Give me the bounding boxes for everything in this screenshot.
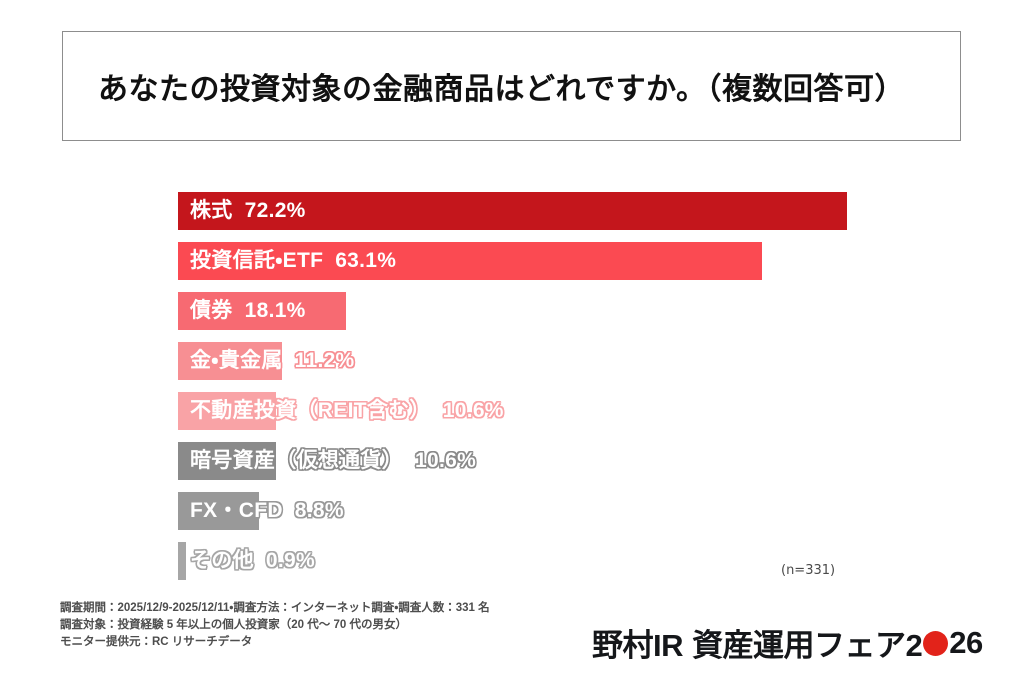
bar-fill bbox=[178, 292, 346, 330]
logo-text-nomura-ir: 野村IR bbox=[592, 628, 684, 663]
bar-value-label: 10.6% bbox=[442, 399, 504, 422]
logo-text-fair-2: 資産運用フェア2 bbox=[692, 628, 923, 663]
bar-row: 株式 72.2% bbox=[178, 192, 978, 230]
bar-label: 暗号資産（仮想通貨） 10.6% bbox=[190, 442, 476, 480]
bar-category-name: 暗号資産（仮想通貨） bbox=[190, 449, 403, 472]
bar-row: 不動産投資（REIT含む） 10.6% bbox=[178, 392, 978, 430]
bar-label: FX・CFD 8.8% bbox=[190, 492, 344, 530]
bar-category-name: FX・CFD bbox=[190, 499, 283, 522]
bar-row: 暗号資産（仮想通貨） 10.6% bbox=[178, 442, 978, 480]
bar-value-label: 11.2% bbox=[294, 349, 355, 372]
bar-fill bbox=[178, 542, 186, 580]
survey-methodology-notes: 調査期間：2025/12/9-2025/12/11・調査方法：インターネット調査… bbox=[60, 600, 490, 651]
bar-fill bbox=[178, 342, 282, 380]
bar-category-name: 債券 bbox=[190, 299, 233, 322]
bar-value-label: 10.6% bbox=[415, 449, 477, 472]
bar-row: その他 0.9% bbox=[178, 542, 978, 580]
bar-value-label: 63.1% bbox=[335, 249, 397, 272]
bar-fill bbox=[178, 442, 276, 480]
bar-label: 株式 72.2% bbox=[190, 192, 306, 230]
bar-category-name: その他 bbox=[190, 549, 254, 572]
logo-red-circle-icon bbox=[923, 631, 949, 656]
bar-fill bbox=[178, 242, 762, 280]
bar-row: 金・貴金属 11.2% bbox=[178, 342, 978, 380]
bar-fill bbox=[178, 192, 847, 230]
bar-category-name: 不動産投資（REIT含む） bbox=[190, 399, 431, 422]
bar-value-label: 18.1% bbox=[244, 299, 306, 322]
bar-category-name: 株式 bbox=[190, 199, 233, 222]
bar-category-name: 投資信託・ETF bbox=[190, 249, 324, 272]
bar-row: 債券 18.1% bbox=[178, 292, 978, 330]
footer-line-target: 調査対象：投資経験 5 年以上の個人投資家（20 代〜 70 代の男女） bbox=[60, 619, 407, 631]
bar-value-label: 8.8% bbox=[294, 499, 344, 522]
bar-row: 投資信託・ETF 63.1% bbox=[178, 242, 978, 280]
bar-label: 不動産投資（REIT含む） 10.6% bbox=[190, 392, 504, 430]
bar-category-name: 金・貴金属 bbox=[190, 349, 283, 372]
sample-size-note: (n=331) bbox=[781, 563, 836, 578]
bar-label: 投資信託・ETF 63.1% bbox=[190, 242, 396, 280]
logo-text-26: 26 bbox=[949, 624, 983, 660]
bar-label: 金・貴金属 11.2% bbox=[190, 342, 355, 380]
bar-fill bbox=[178, 392, 276, 430]
nomura-ir-fair-logo: 野村IR 資産運用フェア2 26 bbox=[592, 620, 983, 665]
page-title: あなたの投資対象の金融商品はどれですか。（複数回答可） bbox=[98, 73, 905, 106]
bar-value-label: 72.2% bbox=[244, 199, 306, 222]
bar-row: FX・CFD 8.8% bbox=[178, 492, 978, 530]
footer-line-monitor: モニター提供元：RC リサーチデータ bbox=[60, 636, 253, 648]
bar-value-label: 0.9% bbox=[265, 549, 315, 572]
footer-line-period: 調査期間：2025/12/9-2025/12/11・調査方法：インターネット調査… bbox=[60, 602, 490, 614]
horizontal-bar-chart: 株式 72.2% 投資信託・ETF 63.1% 債券 18.1% 金・貴金属 11.2% 不動産… bbox=[178, 192, 978, 592]
bar-label: その他 0.9% bbox=[190, 542, 315, 580]
bar-fill bbox=[178, 492, 259, 530]
question-title-box: あなたの投資対象の金融商品はどれですか。（複数回答可） bbox=[62, 31, 961, 141]
bar-label: 債券 18.1% bbox=[190, 292, 306, 330]
